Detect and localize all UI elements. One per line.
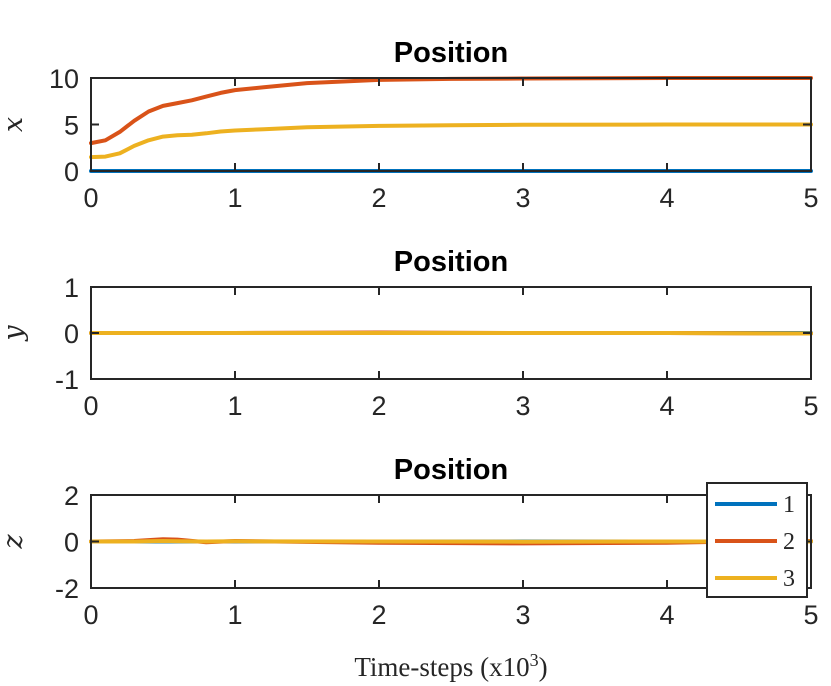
x-tick-label: 5 (803, 391, 818, 421)
panel-1: Position 0 1 2 3 4 5 0 5 10 x (0, 37, 819, 213)
x-tick-label: 0 (83, 183, 98, 213)
x-tick-label: 4 (659, 600, 674, 630)
y-tick-label: 0 (64, 528, 79, 558)
x-tick-label: 3 (515, 183, 530, 213)
y-axis-label: z (0, 534, 29, 550)
x-tick-label: 0 (83, 391, 98, 421)
panel-title: Position (394, 454, 508, 486)
y-tick-label: 0 (64, 319, 79, 349)
y-tick-label: 1 (64, 273, 79, 303)
series-line-3 (89, 331, 813, 336)
x-tick-label: 2 (371, 183, 386, 213)
legend-label-3: 3 (783, 566, 795, 592)
x-tick-label: 2 (371, 600, 386, 630)
series-line-3 (89, 539, 813, 544)
y-tick-label: 5 (64, 111, 79, 141)
x-tick-label: 5 (803, 183, 818, 213)
panel-title: Position (394, 246, 508, 278)
panel-title: Position (394, 37, 508, 69)
legend: 1 2 3 (706, 482, 808, 598)
x-tick-label: 1 (227, 391, 242, 421)
x-tick-label: 4 (659, 183, 674, 213)
x-tick-label: 1 (227, 183, 242, 213)
x-axis-label: Time-steps (x103) (354, 650, 547, 682)
x-tick-label: 2 (371, 391, 386, 421)
legend-label-2: 2 (783, 529, 795, 555)
x-tick-label: 1 (227, 600, 242, 630)
y-tick-label: 2 (64, 481, 79, 511)
y-tick-label: 10 (49, 64, 79, 94)
legend-label-1: 1 (783, 492, 795, 518)
x-tick-label: 3 (515, 391, 530, 421)
y-axis-label: y (0, 325, 29, 342)
series-line-3 (89, 122, 813, 160)
y-tick-label: 0 (64, 157, 79, 187)
y-axis-label: x (0, 117, 29, 132)
y-tick-label: -1 (55, 365, 79, 395)
x-tick-label: 4 (659, 391, 674, 421)
x-tick-label: 3 (515, 600, 530, 630)
y-tick-label: -2 (55, 574, 79, 604)
x-tick-label: 0 (83, 600, 98, 630)
x-tick-label: 5 (803, 600, 818, 630)
